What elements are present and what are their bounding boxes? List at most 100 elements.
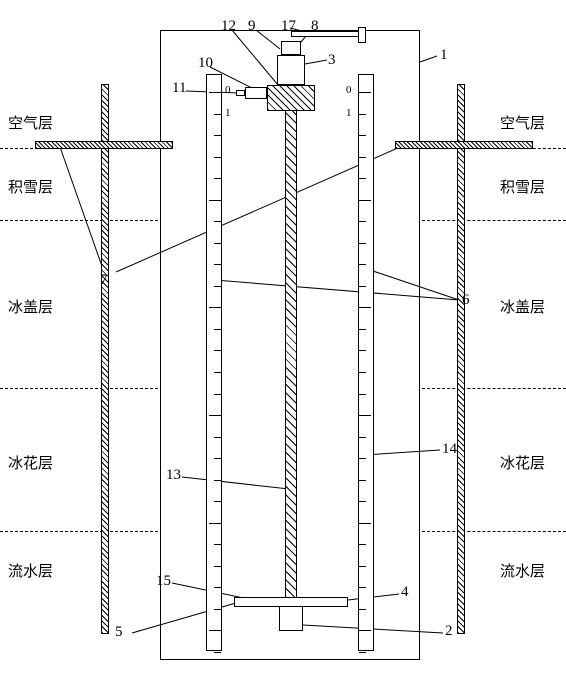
layer-label-right-water: 流水层: [500, 560, 545, 581]
ruler-label-1: 1: [346, 107, 352, 119]
ruler-tick: [359, 544, 366, 545]
ruler-tick: [214, 329, 221, 330]
callout-11: 11: [172, 80, 186, 97]
support-rod-right: [457, 84, 465, 634]
ruler-tick: [359, 200, 371, 201]
ruler-tick: [359, 329, 366, 330]
layer-label-left-ice_cap: 冰盖层: [8, 296, 53, 317]
ruler-tick: [214, 264, 221, 265]
layer-label-right-air: 空气层: [500, 112, 545, 133]
ruler-tick: [209, 630, 221, 631]
central-shaft: [285, 90, 297, 607]
ruler-tick: [359, 286, 366, 287]
ruler-tick: [214, 652, 221, 653]
layer-divider-right-1: [422, 220, 566, 221]
ruler-tick: [359, 307, 371, 308]
ruler-tick: [214, 135, 221, 136]
callout-12: 12: [221, 18, 236, 35]
ruler-tick: [214, 480, 221, 481]
ruler-tick: [214, 566, 221, 567]
top-housing: [277, 55, 305, 85]
top-plate-left: [35, 141, 173, 149]
ruler-tick: [209, 307, 221, 308]
layer-label-left-water: 流水层: [8, 560, 53, 581]
callout-9: 9: [248, 18, 256, 35]
callout-7: 7: [100, 272, 108, 289]
ruler-tick: [214, 458, 221, 459]
callout-15: 15: [156, 573, 171, 590]
ruler-tick: [359, 458, 366, 459]
ruler-tick: [214, 394, 221, 395]
ruler-tick: [214, 286, 221, 287]
layer-divider-right-3: [422, 531, 566, 532]
layer-label-right-ice_cap: 冰盖层: [500, 296, 545, 317]
callout-4: 4: [401, 584, 409, 601]
ruler-tick: [359, 480, 366, 481]
nozzle-tip: [236, 90, 245, 96]
layer-label-right-ice_flower: 冰花层: [500, 452, 545, 473]
ruler-tick: [209, 200, 221, 201]
crank-bar: [291, 31, 363, 37]
ruler-tick: [214, 501, 221, 502]
callout-5: 5: [115, 624, 123, 641]
upper-hub: [267, 85, 315, 111]
layer-divider-left-3: [0, 531, 158, 532]
ruler-tick: [359, 114, 366, 115]
ruler-tick: [359, 415, 371, 416]
bottom-disk: [234, 597, 348, 607]
layer-label-left-ice_flower: 冰花层: [8, 452, 53, 473]
ruler-tick: [359, 587, 366, 588]
ruler-right: [358, 74, 374, 651]
support-rod-left: [101, 84, 109, 634]
ruler-tick: [209, 415, 221, 416]
ruler-label-0: 0: [225, 84, 231, 96]
ruler-tick: [359, 157, 366, 158]
ruler-tick: [359, 264, 366, 265]
callout-3: 3: [328, 52, 336, 69]
ruler-tick: [214, 157, 221, 158]
callout-13: 13: [166, 467, 181, 484]
ruler-label-1: 1: [225, 107, 231, 119]
ruler-tick: [214, 243, 221, 244]
ruler-tick: [214, 437, 221, 438]
ruler-tick: [214, 178, 221, 179]
leader-7: [60, 147, 104, 272]
leader-1: [420, 56, 437, 62]
callout-8: 8: [311, 18, 319, 35]
ruler-tick: [214, 350, 221, 351]
ruler-left: [206, 74, 222, 651]
ruler-tick: [359, 566, 366, 567]
layer-label-left-air: 空气层: [8, 112, 53, 133]
layer-label-left-snow: 积雪层: [8, 176, 53, 197]
ruler-tick: [359, 350, 366, 351]
layer-divider-right-2: [422, 388, 566, 389]
ruler-tick: [209, 523, 221, 524]
callout-6: 6: [462, 292, 470, 309]
callout-2: 2: [445, 623, 453, 640]
callout-17: 17: [281, 18, 296, 35]
ruler-tick: [359, 135, 366, 136]
ruler-tick: [359, 609, 366, 610]
layer-divider-left-1: [0, 220, 158, 221]
ruler-tick: [209, 92, 221, 93]
ruler-tick: [359, 523, 371, 524]
ruler-tick: [359, 652, 366, 653]
layer-label-right-snow: 积雪层: [500, 176, 545, 197]
ruler-tick: [359, 221, 366, 222]
callout-14: 14: [442, 441, 457, 458]
ruler-tick: [359, 394, 366, 395]
ruler-tick: [359, 92, 371, 93]
ruler-tick: [359, 178, 366, 179]
nozzle-body: [245, 87, 267, 99]
bottom-hub: [279, 605, 303, 631]
ruler-tick: [359, 243, 366, 244]
cap-box: [281, 41, 301, 55]
ruler-label-0: 0: [346, 84, 352, 96]
ruler-tick: [214, 114, 221, 115]
ruler-tick: [214, 372, 221, 373]
ruler-tick: [359, 501, 366, 502]
ruler-tick: [214, 221, 221, 222]
crank-grip: [358, 27, 366, 43]
layer-divider-left-2: [0, 388, 158, 389]
ruler-tick: [214, 544, 221, 545]
